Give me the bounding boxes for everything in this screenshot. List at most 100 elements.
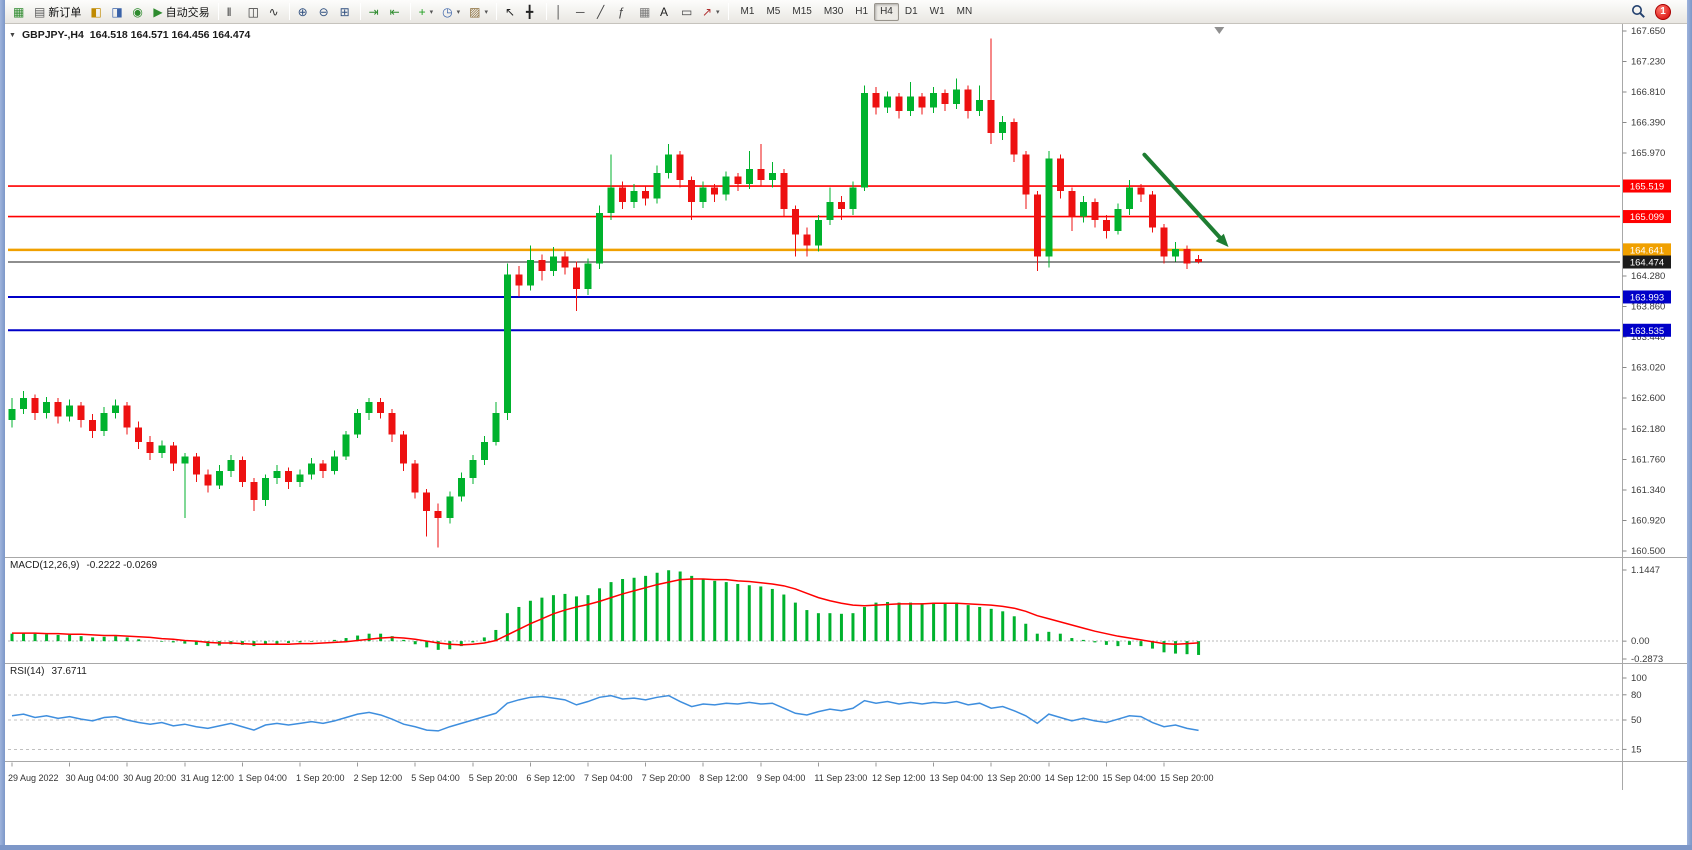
zoom-out-icon[interactable]: ⊖: [315, 2, 335, 22]
price-badge: 164.474: [1623, 255, 1671, 269]
trend-arrow-object[interactable]: [1142, 152, 1229, 248]
svg-text:164.474: 164.474: [1630, 257, 1664, 268]
cursor-icon[interactable]: ↖: [501, 2, 521, 22]
fibonacci-icon[interactable]: ƒ: [614, 2, 634, 22]
timeframe-mn-button[interactable]: MN: [956, 6, 973, 17]
svg-text:167.230: 167.230: [1631, 57, 1665, 68]
svg-text:30 Aug 20:00: 30 Aug 20:00: [123, 773, 176, 783]
arrows-button[interactable]: ↗ ▾: [698, 2, 724, 22]
svg-text:50: 50: [1631, 715, 1642, 726]
svg-text:9 Sep 04:00: 9 Sep 04:00: [757, 773, 806, 783]
toolbar-separator: [359, 3, 361, 20]
price-badge: 165.519: [1623, 179, 1671, 193]
chevron-down-icon: ▾: [429, 8, 434, 16]
timeframe-h1-button[interactable]: H1: [855, 6, 869, 17]
svg-text:15: 15: [1631, 744, 1642, 755]
svg-text:1.1447: 1.1447: [1631, 565, 1660, 576]
candlestick-chart-icon[interactable]: ◫: [244, 2, 264, 22]
timeframe-m5-button[interactable]: M5: [766, 6, 781, 17]
periods-button-glyph: ◷: [442, 4, 453, 19]
vertical-line-icon[interactable]: │: [551, 2, 571, 22]
timeframe-w1-button[interactable]: W1: [929, 6, 945, 17]
periods-button[interactable]: ◷ ▾: [438, 2, 464, 22]
templates-button[interactable]: ▨ ▾: [465, 2, 492, 22]
svg-text:167.650: 167.650: [1631, 26, 1665, 37]
charts-window-icon-glyph: ▦: [13, 4, 25, 19]
window-frame-left: [0, 0, 5, 850]
autotrading-button[interactable]: ▶ 自动交易: [149, 2, 213, 22]
toolbar-right-cluster: 1: [1631, 3, 1683, 20]
crosshair-icon[interactable]: ╋: [522, 2, 542, 22]
horizontal-line-objects[interactable]: [8, 185, 1620, 332]
navigator-icon[interactable]: ◉: [128, 2, 148, 22]
svg-text:163.020: 163.020: [1631, 363, 1665, 374]
navigator-icon-glyph: ◉: [132, 4, 143, 19]
auto-scroll-icon[interactable]: ⇥: [365, 2, 385, 22]
toolbar-separator: [288, 3, 290, 20]
notifications-badge[interactable]: 1: [1655, 3, 1671, 20]
search-icon[interactable]: [1631, 4, 1646, 19]
svg-text:31 Aug 12:00: 31 Aug 12:00: [181, 773, 234, 783]
svg-text:163.440: 163.440: [1631, 332, 1665, 343]
candlestick-series: [8, 38, 1203, 548]
chart-profiles-icon[interactable]: ◧: [86, 2, 106, 22]
price-badge: 165.099: [1623, 210, 1671, 224]
toolbar-separator: [409, 3, 411, 20]
macd-label: MACD(12,26,9) -0.2222 -0.0269: [10, 560, 157, 571]
new-order-button[interactable]: ▤ 新订单: [30, 2, 85, 22]
data-window-icon[interactable]: ◨: [107, 2, 127, 22]
fibonacci-icon-glyph: ƒ: [617, 4, 625, 19]
one-click-collapse-icon[interactable]: ▼: [9, 31, 16, 39]
svg-text:160.920: 160.920: [1631, 515, 1665, 526]
timeframe-m15-button[interactable]: M15: [792, 6, 812, 17]
macd-panel: 1.1447 0.00 -0.2873: [8, 565, 1663, 665]
chart-title: ▼ GBPJPY-,H4 164.518 164.571 164.456 164…: [9, 29, 250, 41]
data-window-icon-glyph: ◨: [111, 4, 123, 19]
horizontal-line-icon[interactable]: ─: [572, 2, 592, 22]
svg-text:5 Sep 04:00: 5 Sep 04:00: [411, 773, 460, 783]
timeframe-toolbar: M1 M5 M15 M30 H1 H4 D1 W1 MN: [735, 2, 979, 21]
grid-icon[interactable]: ▦: [635, 2, 655, 22]
svg-text:166.810: 166.810: [1631, 87, 1665, 98]
timeframe-h4-button[interactable]: H4: [874, 2, 899, 21]
svg-text:13 Sep 20:00: 13 Sep 20:00: [987, 773, 1041, 783]
text-icon-glyph: A: [659, 4, 668, 19]
timeframe-d1-button[interactable]: D1: [904, 6, 918, 17]
rsi-label: RSI(14) 37.6711: [10, 666, 87, 677]
window-frame-right: [1687, 0, 1692, 850]
tile-windows-icon[interactable]: ⊞: [336, 2, 356, 22]
line-chart-icon[interactable]: ∿: [265, 2, 285, 22]
svg-text:163.535: 163.535: [1630, 326, 1664, 337]
new-order-button-glyph: ▤: [34, 4, 46, 19]
chart-shift-marker-icon: [1214, 27, 1225, 34]
rsi-name: RSI(14): [10, 666, 45, 677]
svg-text:163.860: 163.860: [1631, 302, 1665, 313]
svg-text:80: 80: [1631, 690, 1642, 701]
svg-text:161.760: 161.760: [1631, 454, 1665, 465]
auto-scroll-icon-glyph: ⇥: [368, 4, 379, 19]
line-chart-icon-glyph: ∿: [268, 4, 279, 19]
svg-text:5 Sep 20:00: 5 Sep 20:00: [469, 773, 518, 783]
tile-windows-icon-glyph: ⊞: [339, 4, 350, 19]
chevron-down-icon: ▾: [456, 8, 461, 16]
timeframe-m30-button[interactable]: M30: [823, 6, 844, 17]
text-icon[interactable]: A: [656, 2, 676, 22]
zoom-in-icon[interactable]: ⊕: [294, 2, 314, 22]
charts-window-icon[interactable]: ▦: [9, 2, 29, 22]
text-label-icon[interactable]: ▭: [677, 2, 697, 22]
trendline-icon[interactable]: ╱: [593, 2, 613, 22]
grid-icon-glyph: ▦: [638, 4, 651, 19]
svg-text:6 Sep 12:00: 6 Sep 12:00: [526, 773, 575, 783]
svg-text:8 Sep 12:00: 8 Sep 12:00: [699, 773, 748, 783]
main-toolbar: ▦ ▤ 新订单 ◧ ◨ ◉ ▶ 自动交易 ‖ ◫ ∿ ⊕ ⊖ ⊞ ⇥ ⇤ + ▾ ◷ ▾ ▨ ▾ ↖ ╋ │ ─ ╱ ƒ ▦ A ▭ ↗ ▾ M…: [5, 0, 1687, 24]
timeframe-m1-button[interactable]: M1: [740, 6, 755, 17]
svg-text:164.280: 164.280: [1631, 271, 1665, 282]
svg-text:2 Sep 12:00: 2 Sep 12:00: [354, 773, 403, 783]
bar-chart-icon[interactable]: ‖: [223, 2, 243, 22]
indicators-button[interactable]: + ▾: [415, 2, 438, 22]
candlestick-chart-icon-glyph: ◫: [247, 4, 259, 19]
svg-text:11 Sep 23:00: 11 Sep 23:00: [814, 773, 867, 783]
chart-shift-icon[interactable]: ⇤: [386, 2, 406, 22]
